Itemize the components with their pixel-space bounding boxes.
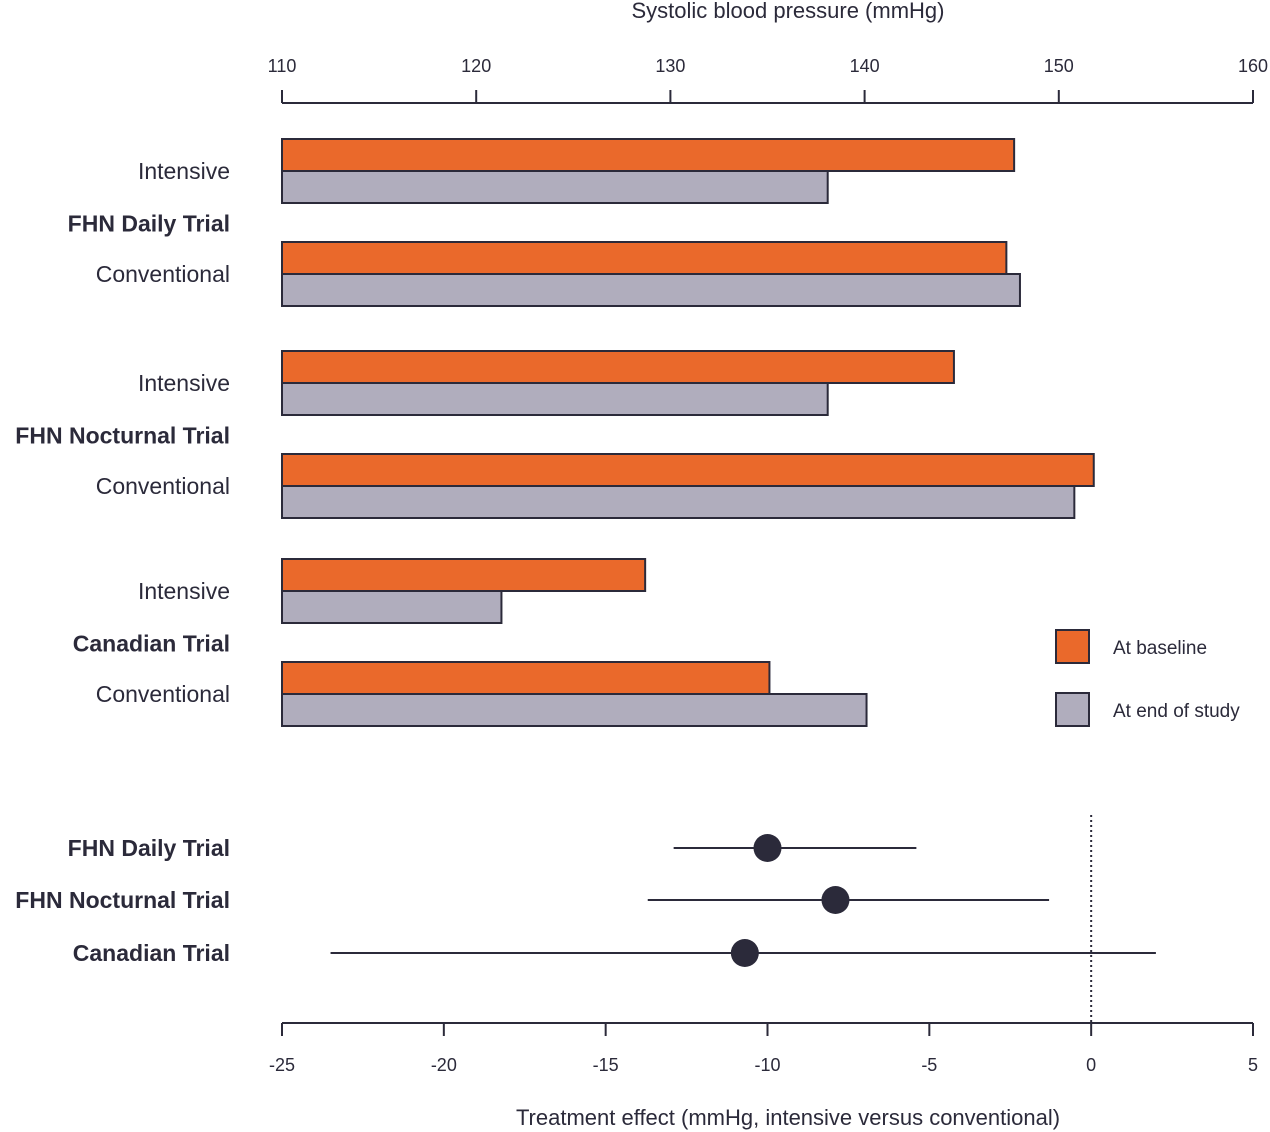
- top-x-axis: 110 120 130 140 150 160: [268, 56, 1268, 104]
- trial-label: FHN Nocturnal Trial: [15, 423, 230, 449]
- trial-group: Intensive Conventional FHN Daily Trial: [68, 138, 1021, 307]
- top-tick-label: 120: [461, 56, 491, 76]
- legend: At baseline At end of study: [1055, 629, 1240, 727]
- bottom-tick-label: -15: [593, 1055, 619, 1075]
- bottom-tick-label: -25: [269, 1055, 295, 1075]
- arm-label: Conventional: [96, 681, 230, 707]
- top-axis-title: Systolic blood pressure (mmHg): [632, 0, 945, 23]
- bar-end-of-study: [281, 273, 1021, 307]
- trial-label: FHN Daily Trial: [68, 211, 230, 237]
- bar-end-of-study: [281, 485, 1076, 519]
- forest-trial-label: FHN Nocturnal Trial: [15, 887, 230, 913]
- forest-trial-label: Canadian Trial: [73, 940, 230, 966]
- top-tick-label: 160: [1238, 56, 1268, 76]
- trial-group: Intensive Conventional FHN Nocturnal Trial: [15, 350, 1095, 519]
- forest-trial-label: FHN Daily Trial: [68, 835, 230, 861]
- bottom-tick-label: 0: [1086, 1055, 1096, 1075]
- forest-row: FHN Nocturnal Trial: [15, 886, 1050, 914]
- legend-swatch: [1055, 692, 1090, 727]
- forest-row: FHN Daily Trial: [68, 834, 917, 862]
- bar-baseline: [281, 241, 1008, 275]
- arm-label: Intensive: [138, 158, 230, 184]
- forest-row: Canadian Trial: [73, 939, 1156, 967]
- trial-group: Intensive Conventional Canadian Trial: [73, 558, 868, 727]
- bar-end-of-study: [281, 382, 829, 416]
- arm-label: Intensive: [138, 578, 230, 604]
- top-tick-label: 150: [1044, 56, 1074, 76]
- bar-baseline: [281, 350, 955, 384]
- bar-end-of-study: [281, 693, 868, 727]
- bar-baseline: [281, 453, 1095, 487]
- bar-end-of-study: [281, 170, 829, 204]
- forest-points: FHN Daily Trial FHN Nocturnal Trial Canadi…: [15, 815, 1156, 1022]
- legend-label: At end of study: [1113, 701, 1240, 722]
- bar-baseline: [281, 558, 647, 592]
- arm-label: Intensive: [138, 370, 230, 396]
- point-estimate: [730, 939, 759, 967]
- top-tick-label: 140: [850, 56, 880, 76]
- bottom-tick-label: -10: [754, 1055, 780, 1075]
- arm-label: Conventional: [96, 261, 230, 287]
- bottom-x-axis: -25 -20 -15 -10 -5 0 5: [269, 1022, 1258, 1075]
- point-estimate: [821, 886, 850, 914]
- legend-swatch: [1055, 629, 1090, 664]
- bottom-tick-label: -20: [431, 1055, 457, 1075]
- bar-end-of-study: [281, 590, 503, 624]
- trial-label: Canadian Trial: [73, 631, 230, 657]
- bottom-axis-title: Treatment effect (mmHg, intensive versus…: [516, 1105, 1060, 1130]
- arm-label: Conventional: [96, 473, 230, 499]
- bottom-tick-label: 5: [1248, 1055, 1258, 1075]
- bottom-tick-label: -5: [921, 1055, 937, 1075]
- top-tick-label: 130: [655, 56, 685, 76]
- blood-pressure-bar-chart: Systolic blood pressure (mmHg) 110 120 130…: [15, 0, 1268, 727]
- top-tick-label: 110: [268, 56, 297, 76]
- point-estimate: [753, 834, 782, 862]
- treatment-effect-forest-plot: FHN Daily Trial FHN Nocturnal Trial Canadi…: [15, 815, 1258, 1130]
- bar-baseline: [281, 138, 1016, 172]
- bar-baseline: [281, 661, 771, 695]
- legend-label: At baseline: [1113, 638, 1207, 659]
